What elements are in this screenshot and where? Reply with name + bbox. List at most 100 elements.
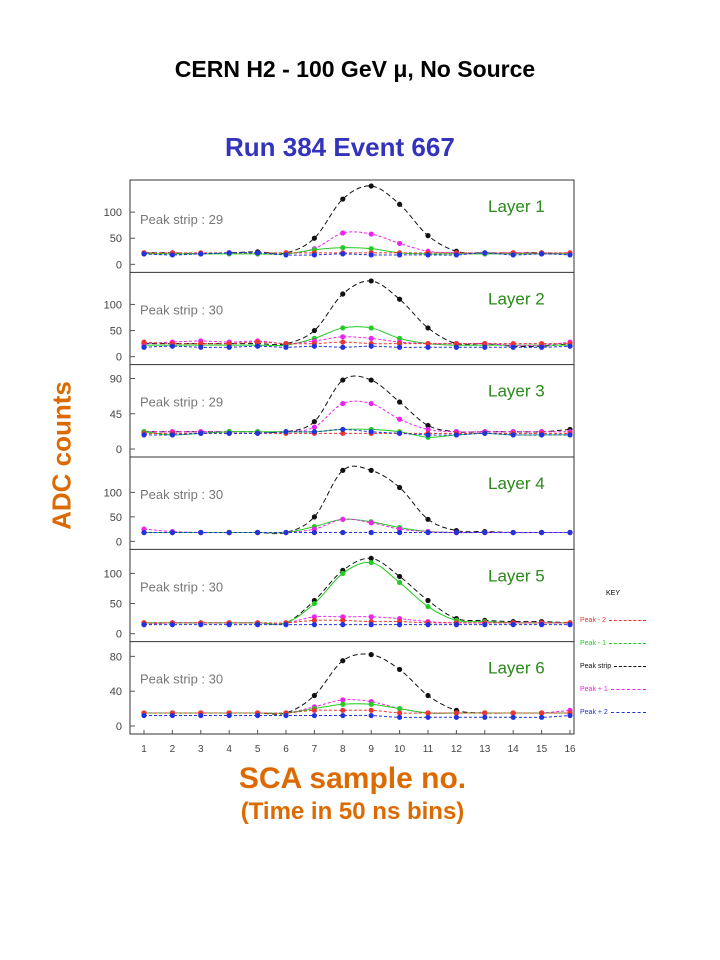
- data-point: [453, 344, 459, 350]
- data-point: [482, 430, 488, 436]
- layer-label: Layer 1: [488, 197, 545, 216]
- data-point: [340, 467, 346, 473]
- data-point: [368, 335, 374, 341]
- data-point: [567, 529, 573, 536]
- key-item-label: Peak strip: [580, 663, 612, 670]
- data-point: [311, 418, 317, 425]
- data-point: [482, 250, 488, 256]
- peak-strip-text: Peak strip : 30: [140, 302, 223, 317]
- data-point: [567, 343, 573, 349]
- page-title: CERN H2 - 100 GeV μ, No Source: [174, 56, 536, 82]
- x-tick-label: 5: [255, 744, 261, 755]
- y-tick-label: 50: [110, 233, 122, 245]
- layer-label: Layer 2: [488, 289, 545, 308]
- data-point: [311, 235, 317, 241]
- data-point: [368, 343, 374, 349]
- x-tick-label: 8: [340, 744, 346, 755]
- layer-label: Layer 5: [488, 566, 545, 585]
- x-tick-label: 11: [423, 744, 434, 755]
- data-point: [510, 710, 516, 716]
- data-point: [368, 652, 374, 658]
- data-point: [425, 692, 431, 699]
- data-point: [283, 529, 289, 536]
- data-point: [567, 252, 573, 258]
- data-point: [255, 343, 261, 349]
- data-point: [141, 622, 147, 628]
- data-point: [311, 617, 317, 624]
- data-point: [368, 622, 374, 628]
- data-point: [255, 250, 261, 256]
- series-line: [144, 619, 570, 624]
- data-point: [539, 529, 545, 536]
- data-point: [453, 622, 459, 628]
- data-point: [397, 416, 403, 422]
- y-tick-label: 100: [104, 299, 122, 311]
- data-point: [510, 714, 516, 720]
- data-point: [368, 529, 374, 536]
- data-point: [397, 335, 403, 341]
- data-point: [255, 712, 261, 719]
- y-tick-label: 100: [104, 568, 122, 580]
- data-point: [368, 429, 374, 435]
- data-point: [169, 622, 175, 628]
- data-point: [198, 712, 204, 719]
- layer-label: Layer 6: [488, 659, 545, 678]
- data-point: [425, 233, 431, 239]
- data-point: [368, 278, 374, 284]
- data-point: [425, 622, 431, 628]
- data-point: [510, 529, 516, 536]
- data-point: [283, 712, 289, 719]
- x-tick-label: 16: [564, 744, 576, 755]
- data-point: [397, 573, 403, 580]
- data-point: [397, 714, 403, 720]
- data-point: [340, 334, 346, 340]
- data-point: [255, 622, 261, 628]
- data-point: [368, 183, 374, 189]
- x-tick-label: 3: [198, 744, 204, 755]
- data-point: [567, 622, 573, 628]
- data-point: [198, 251, 204, 257]
- series-line: [143, 709, 570, 714]
- x-tick-label: 1: [141, 744, 147, 755]
- data-point: [169, 529, 175, 536]
- data-point: [340, 701, 346, 707]
- key-item-line: [609, 643, 646, 644]
- data-point: [311, 343, 317, 349]
- data-point: [453, 341, 459, 347]
- data-point: [453, 714, 459, 720]
- data-point: [198, 529, 204, 536]
- data-point: [425, 252, 431, 258]
- data-point: [397, 622, 403, 628]
- data-point: [368, 520, 374, 526]
- data-point: [198, 622, 204, 628]
- data-point: [283, 252, 289, 258]
- x-axis-sublabel: (Time in 50 ns bins): [240, 798, 465, 825]
- key-item: Peak strip: [580, 655, 646, 678]
- data-point: [425, 603, 431, 610]
- data-point: [425, 710, 431, 716]
- data-point: [397, 252, 403, 258]
- peak-strip-text: Peak strip : 30: [140, 579, 223, 594]
- data-point: [425, 714, 431, 720]
- data-point: [453, 529, 459, 536]
- data-point: [397, 296, 403, 302]
- data-point: [510, 622, 516, 628]
- key-item-line: [609, 620, 646, 621]
- series-line: [143, 252, 571, 256]
- data-point: [368, 701, 374, 707]
- data-point: [340, 529, 346, 536]
- data-point: [340, 245, 346, 251]
- data-point: [539, 710, 545, 716]
- data-point: [340, 251, 346, 257]
- data-point: [340, 697, 346, 703]
- data-point: [397, 710, 403, 716]
- data-point: [368, 400, 374, 407]
- key-legend: KEY Peak - 2 Peak - 1 Peak strip Peak + 1 Pe…: [580, 590, 646, 724]
- data-point: [311, 252, 317, 258]
- run-event-title: Run 384 Event 667: [225, 132, 455, 162]
- data-point: [368, 246, 374, 252]
- data-point: [567, 432, 573, 438]
- x-tick-label: 9: [368, 744, 374, 755]
- data-point: [510, 341, 516, 347]
